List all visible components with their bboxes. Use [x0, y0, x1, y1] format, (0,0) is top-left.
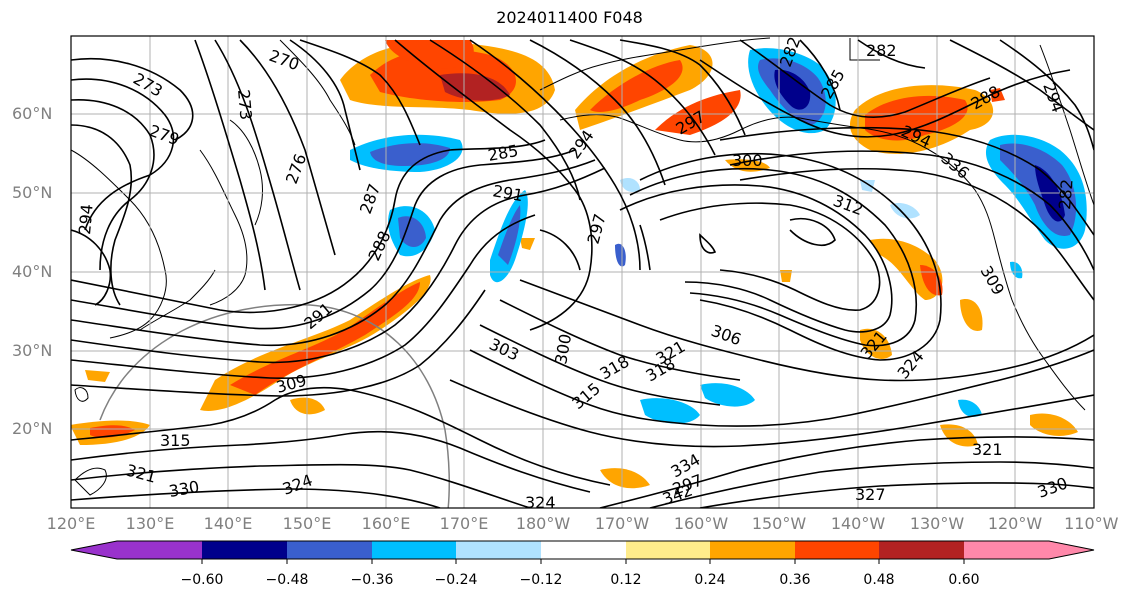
- colorbar-tick-label: 0.36: [779, 572, 811, 588]
- lon-label: 130°W: [909, 514, 965, 533]
- lat-label: 40°N: [12, 262, 53, 281]
- colorbar-tick-label: −0.60: [180, 572, 224, 588]
- lon-label: 140°W: [830, 514, 886, 533]
- shaded-field-negative: [350, 48, 1087, 424]
- plot-border: [70, 35, 1095, 509]
- colorbar-tick-label: 0.24: [694, 572, 726, 588]
- lat-label: 50°N: [12, 183, 53, 202]
- colorbar-segment: [795, 541, 880, 559]
- lat-label: 60°N: [12, 104, 53, 123]
- colorbar-segment: [287, 541, 372, 559]
- colorbar-segment: [456, 541, 541, 559]
- lon-label: 170°E: [439, 514, 489, 533]
- map-title: 2024011400 F048: [496, 8, 643, 27]
- colorbar-tick-label: 0.60: [948, 572, 980, 588]
- colorbar-segment: [879, 541, 964, 559]
- lon-label: 150°W: [751, 514, 807, 533]
- colorbar-tick-label: −0.48: [265, 572, 309, 588]
- lon-label: 120°W: [987, 514, 1043, 533]
- contour-label: 294: [75, 203, 97, 235]
- lon-label: 120°E: [46, 514, 96, 533]
- contour-label: 315: [160, 431, 191, 450]
- colorbar-segment: [541, 541, 626, 559]
- lon-label: 180°W: [515, 514, 571, 533]
- lon-label: 110°W: [1064, 514, 1119, 533]
- colorbar-tick-label: −0.36: [350, 572, 394, 588]
- contour-label: 282: [1055, 178, 1077, 210]
- lat-label: 20°N: [12, 419, 53, 438]
- colorbar-outline: [70, 540, 1095, 560]
- contour-label: 327: [855, 485, 886, 504]
- colorbar-segment: [372, 541, 457, 559]
- colorbar-segment: [710, 541, 795, 559]
- colorbar-segment: [1049, 541, 1094, 559]
- lon-label: 140°E: [203, 514, 253, 533]
- lon-label: 150°E: [282, 514, 332, 533]
- contour-label: 282: [866, 41, 897, 60]
- contour-label: 273: [234, 89, 256, 121]
- colorbar-segment: [626, 541, 711, 559]
- contour-label: 300: [732, 151, 763, 170]
- colorbar-segment: [71, 541, 117, 559]
- lon-label: 160°W: [673, 514, 729, 533]
- lon-label: 170°W: [594, 514, 650, 533]
- colorbar-tick-label: 0.12: [610, 572, 642, 588]
- gridlines: [71, 36, 1094, 508]
- colorbar-segment: [117, 541, 202, 559]
- colorbar-segment: [202, 541, 287, 559]
- colorbar-tick-label: −0.12: [519, 572, 563, 588]
- colorbar: [70, 540, 1095, 564]
- lat-label: 30°N: [12, 341, 53, 360]
- lon-label: 130°E: [125, 514, 175, 533]
- contour-label: 321: [972, 440, 1003, 459]
- colorbar-tick-label: 0.48: [863, 572, 895, 588]
- colorbar-segment: [964, 541, 1049, 559]
- shaded-field-positive: [71, 40, 1078, 489]
- contour-label: 324: [525, 493, 556, 512]
- range-ring: [99, 303, 450, 508]
- contour-lines: [71, 39, 1094, 508]
- lon-label: 160°E: [361, 514, 411, 533]
- colorbar-tick-label: −0.24: [434, 572, 478, 588]
